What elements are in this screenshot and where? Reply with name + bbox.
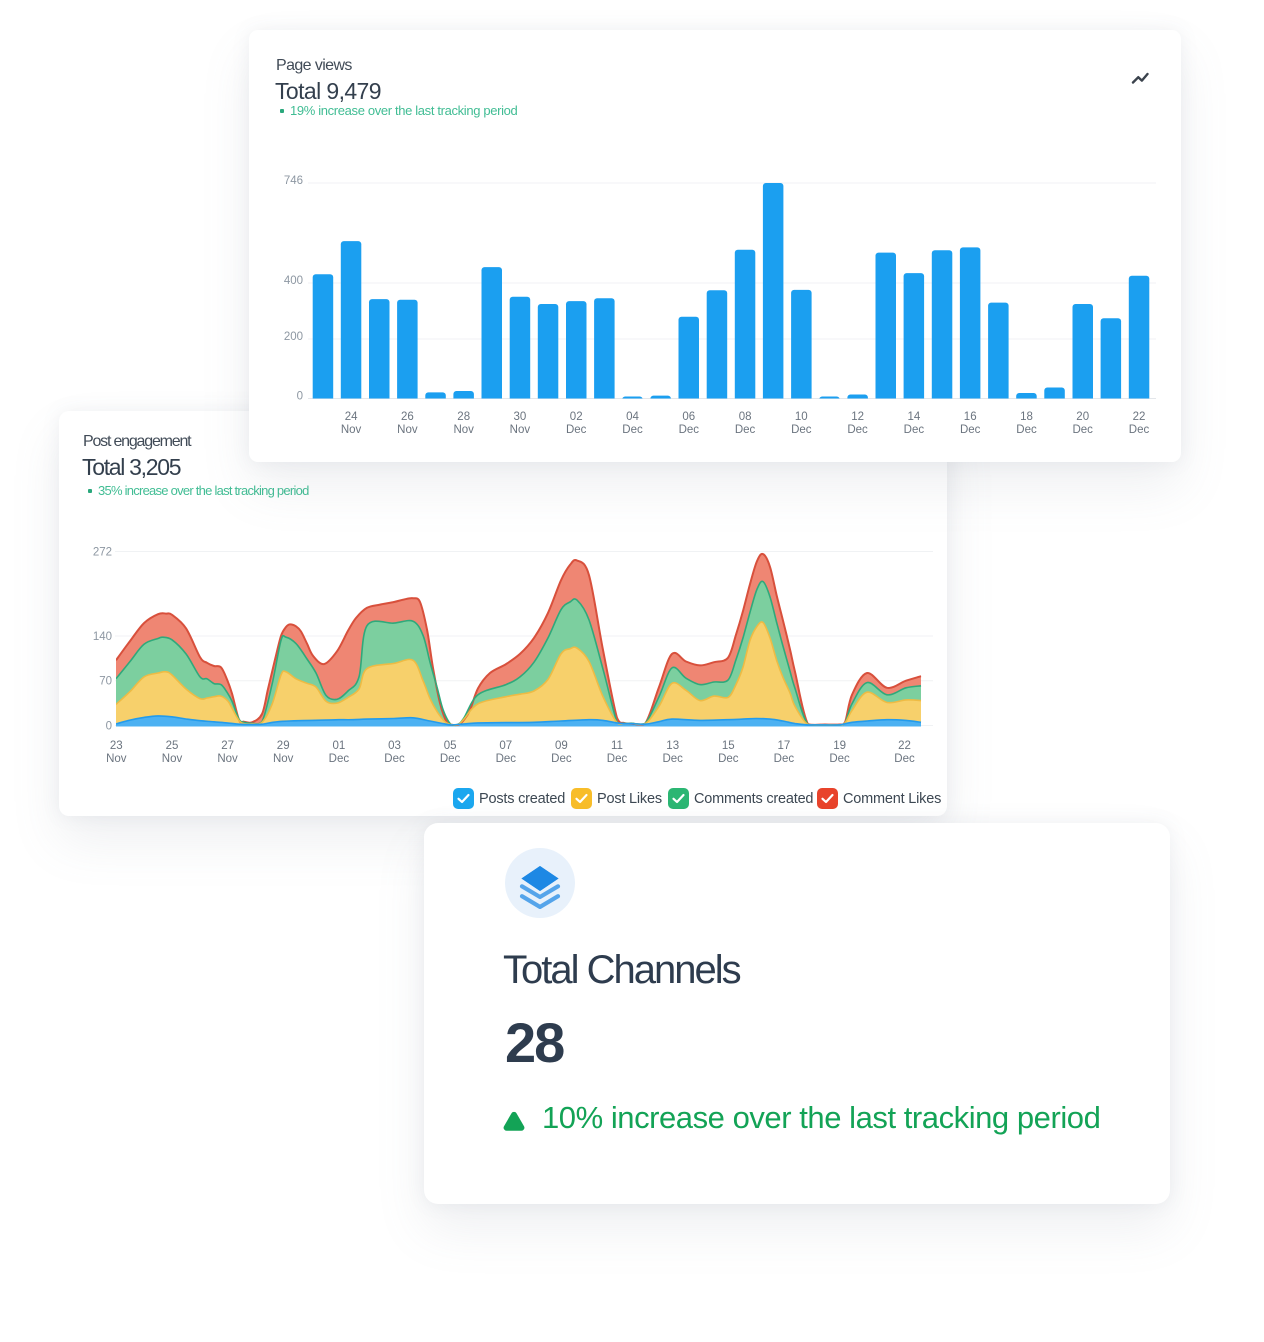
svg-text:29: 29 — [277, 740, 290, 752]
svg-text:01: 01 — [333, 740, 346, 752]
svg-text:22: 22 — [1133, 411, 1146, 423]
svg-text:16: 16 — [964, 411, 977, 423]
svg-text:Dec: Dec — [662, 753, 683, 765]
svg-text:Nov: Nov — [162, 753, 183, 765]
svg-text:Nov: Nov — [217, 753, 238, 765]
svg-text:12: 12 — [851, 411, 864, 423]
svg-text:28: 28 — [457, 411, 470, 423]
svg-text:Nov: Nov — [510, 424, 531, 436]
svg-text:272: 272 — [93, 547, 112, 559]
svg-text:Dec: Dec — [894, 753, 915, 765]
svg-text:Dec: Dec — [384, 753, 405, 765]
svg-text:25: 25 — [166, 740, 179, 752]
svg-text:18: 18 — [1020, 411, 1033, 423]
svg-text:02: 02 — [570, 411, 583, 423]
svg-text:Dec: Dec — [622, 424, 643, 436]
svg-text:Dec: Dec — [1016, 424, 1037, 436]
svg-text:Nov: Nov — [397, 424, 418, 436]
svg-text:08: 08 — [739, 411, 752, 423]
svg-text:11: 11 — [611, 740, 623, 752]
svg-text:Dec: Dec — [718, 753, 739, 765]
svg-text:13: 13 — [666, 740, 679, 752]
svg-text:Dec: Dec — [829, 753, 850, 765]
svg-text:746: 746 — [284, 175, 303, 187]
svg-text:24: 24 — [345, 411, 358, 423]
svg-text:Nov: Nov — [341, 424, 362, 436]
svg-text:0: 0 — [297, 391, 303, 403]
svg-text:30: 30 — [514, 411, 527, 423]
svg-text:Dec: Dec — [566, 424, 587, 436]
svg-text:04: 04 — [626, 411, 639, 423]
svg-text:17: 17 — [778, 740, 791, 752]
svg-text:Dec: Dec — [904, 424, 925, 436]
svg-text:10: 10 — [795, 411, 808, 423]
svg-text:06: 06 — [682, 411, 695, 423]
svg-text:27: 27 — [221, 740, 234, 752]
svg-text:26: 26 — [401, 411, 414, 423]
svg-text:Dec: Dec — [551, 753, 572, 765]
svg-text:200: 200 — [284, 331, 303, 343]
svg-text:07: 07 — [499, 740, 512, 752]
svg-text:140: 140 — [93, 631, 112, 643]
svg-text:Dec: Dec — [1129, 424, 1150, 436]
svg-text:Dec: Dec — [774, 753, 795, 765]
svg-text:Dec: Dec — [440, 753, 461, 765]
svg-text:03: 03 — [388, 740, 401, 752]
svg-text:15: 15 — [722, 740, 735, 752]
svg-text:Dec: Dec — [735, 424, 756, 436]
svg-text:Dec: Dec — [679, 424, 700, 436]
svg-text:23: 23 — [110, 740, 123, 752]
svg-text:09: 09 — [555, 740, 568, 752]
svg-text:Nov: Nov — [106, 753, 127, 765]
svg-text:Dec: Dec — [607, 753, 628, 765]
svg-text:Nov: Nov — [453, 424, 474, 436]
svg-text:Dec: Dec — [496, 753, 517, 765]
svg-text:14: 14 — [908, 411, 921, 423]
svg-text:Dec: Dec — [847, 424, 868, 436]
svg-text:19: 19 — [833, 740, 846, 752]
svg-text:Dec: Dec — [329, 753, 350, 765]
svg-text:Dec: Dec — [1072, 424, 1093, 436]
svg-text:400: 400 — [284, 275, 303, 287]
svg-text:20: 20 — [1076, 411, 1089, 423]
svg-text:0: 0 — [106, 721, 112, 733]
svg-text:Dec: Dec — [791, 424, 812, 436]
svg-text:22: 22 — [898, 740, 911, 752]
svg-text:Nov: Nov — [273, 753, 294, 765]
svg-text:Dec: Dec — [960, 424, 981, 436]
svg-text:70: 70 — [99, 676, 112, 688]
svg-text:05: 05 — [444, 740, 457, 752]
